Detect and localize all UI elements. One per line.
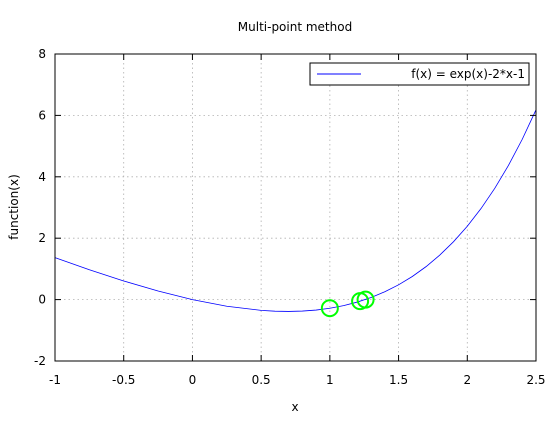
y-tick-label: -2 xyxy=(34,354,46,368)
chart-title: Multi-point method xyxy=(238,20,352,34)
data-point-marker xyxy=(320,299,339,318)
x-tick-label: 1 xyxy=(326,373,334,387)
grid-layer xyxy=(55,54,536,361)
x-tick-label: 0 xyxy=(189,373,197,387)
x-tick-label: -1 xyxy=(49,373,61,387)
tick-layer: -1 -0.5 0 0.5 1 1.5 2 2.5 -2 0 2 4 6 8 xyxy=(34,47,546,387)
y-tick-label: 8 xyxy=(38,47,46,61)
legend-label: f(x) = exp(x)-2*x-1 xyxy=(411,67,525,81)
x-tick-label: 0.5 xyxy=(252,373,271,387)
x-tick-label: 1.5 xyxy=(389,373,408,387)
legend: f(x) = exp(x)-2*x-1 xyxy=(309,62,530,86)
y-tick-label: 4 xyxy=(38,170,46,184)
x-tick-label: -0.5 xyxy=(112,373,135,387)
plot-frame xyxy=(54,53,537,362)
x-axis-label: x xyxy=(291,400,298,414)
x-tick-label: 2 xyxy=(463,373,471,387)
y-tick-label: 6 xyxy=(38,108,46,122)
marker-layer xyxy=(320,290,375,318)
x-tick-label: 2.5 xyxy=(526,373,545,387)
legend-box xyxy=(309,62,530,86)
y-tick-label: 0 xyxy=(38,293,46,307)
y-axis-label: function(x) xyxy=(7,174,21,239)
y-tick-label: 2 xyxy=(38,231,46,245)
data-point-marker xyxy=(356,290,375,309)
